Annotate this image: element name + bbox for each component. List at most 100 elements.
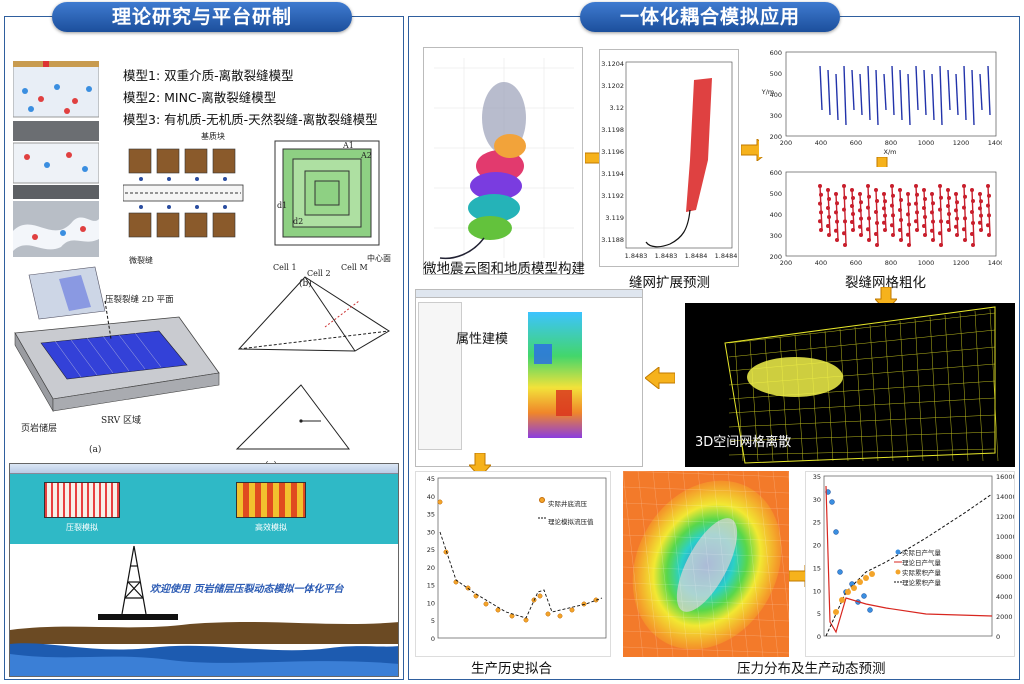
forecast-y-tick: 15 xyxy=(813,564,821,572)
fracture-line xyxy=(907,73,911,126)
fracture-line xyxy=(891,65,895,116)
grid-node xyxy=(818,219,822,224)
fracture-line xyxy=(851,69,855,111)
grid-node xyxy=(914,184,918,188)
history-point xyxy=(581,601,587,607)
fracture-line xyxy=(827,69,831,116)
simulation-tab-label[interactable]: 高效模拟 xyxy=(255,523,287,532)
grid-node xyxy=(987,213,991,218)
mesh-3d-svg xyxy=(724,306,999,464)
network-y-tick: 3.1192 xyxy=(601,192,624,200)
grid-node xyxy=(818,184,822,188)
grid-node xyxy=(883,213,887,218)
grid-node xyxy=(955,233,959,237)
mesh-line xyxy=(854,326,864,462)
coarsen-y-tick: 600 xyxy=(770,169,782,177)
coarsen-y-tick: 400 xyxy=(770,91,782,99)
element-geometry xyxy=(235,276,390,450)
pressure-grid-line xyxy=(667,471,689,657)
grid-node xyxy=(882,206,886,211)
grid-node xyxy=(826,188,830,192)
history-model-line xyxy=(439,531,603,619)
grid-node xyxy=(843,219,847,224)
a1-label: A1 xyxy=(343,141,354,150)
fracturing-tab-label[interactable]: 压裂模拟 xyxy=(66,523,98,532)
grid-node xyxy=(978,192,982,196)
pressure-caption: 压力分布及生产动态预测 xyxy=(737,661,886,677)
legend-marker xyxy=(895,569,901,575)
property-caption: 属性建模 xyxy=(456,332,509,347)
grid-node xyxy=(971,243,975,247)
coarsen-caption: 裂缝网格粗化 xyxy=(845,275,926,291)
grid-node xyxy=(963,216,967,221)
grid-node xyxy=(938,231,942,236)
grid-node xyxy=(955,200,959,205)
grid-node xyxy=(899,198,903,202)
grid-node xyxy=(962,227,966,232)
history-chart: 45 40 35 30 25 20 15 10 5 0 xyxy=(427,475,607,643)
grid-node xyxy=(867,216,871,221)
coarsen-x-tick: 200 xyxy=(780,259,792,267)
network-y-tick: 3.1194 xyxy=(601,170,624,178)
grid-node xyxy=(946,220,950,224)
forecast-y-tick: 25 xyxy=(813,519,821,527)
grid-node xyxy=(827,233,831,237)
history-y-tick: 40 xyxy=(427,493,435,501)
fracture-line xyxy=(939,185,943,246)
grid-node xyxy=(834,228,838,233)
coarsen-y-tick: 300 xyxy=(770,112,782,120)
fracture-line xyxy=(963,65,967,121)
grid-node xyxy=(907,222,911,227)
grid-node xyxy=(899,238,903,242)
grid-node xyxy=(826,206,830,210)
mesh-line xyxy=(728,329,996,358)
pressure-grid-line xyxy=(623,646,789,654)
grid-node xyxy=(962,184,966,188)
property-side-list[interactable] xyxy=(418,302,462,450)
fracture-line xyxy=(979,73,983,111)
mesh-line xyxy=(809,332,819,462)
grid-node xyxy=(827,215,831,219)
fracture-line xyxy=(955,73,959,116)
history-legend-1: 实际井底流压 xyxy=(548,500,587,508)
pressure-grid-line xyxy=(623,566,789,574)
grid-node xyxy=(987,193,991,198)
pressure-grid-line xyxy=(623,630,789,638)
history-point xyxy=(569,607,575,613)
grid-node xyxy=(858,208,862,213)
grid-node xyxy=(955,216,959,221)
history-point xyxy=(545,611,551,617)
forecast-gas-line xyxy=(825,485,993,634)
grid-node xyxy=(874,188,878,192)
rig-landscape xyxy=(10,544,398,676)
mesh-line xyxy=(728,312,996,344)
forecast-cum-point xyxy=(857,579,863,585)
a2-label: A2 xyxy=(361,151,372,160)
history-point xyxy=(483,601,489,607)
grid-node xyxy=(947,228,951,232)
simulation-tab-image[interactable] xyxy=(236,482,306,518)
fracturing-tab-image[interactable] xyxy=(44,482,120,518)
coarsen-x-tick: 400 xyxy=(815,139,827,147)
network-x-tick: 1.8483 xyxy=(655,252,678,260)
grid-node xyxy=(923,215,927,219)
forecast-legend-4: 理论累积产量 xyxy=(902,579,941,587)
network-x-tick: 1.8483 xyxy=(625,252,648,260)
grid-node xyxy=(922,188,926,192)
mesh-line xyxy=(974,310,984,462)
forecast-y2-tick: 2000 xyxy=(996,613,1013,621)
forecast-cum-point xyxy=(869,571,875,577)
flow-arrow-left-1 xyxy=(645,367,675,389)
grid-node xyxy=(930,192,934,196)
forecast-plot: 35 30 25 20 15 10 5 0 16000 14000 12000 10000 8000 60… xyxy=(805,471,1017,657)
grid-node xyxy=(899,218,903,222)
grid-node xyxy=(874,232,878,236)
dual-media-diagram xyxy=(123,148,244,238)
forecast-cum-point xyxy=(863,575,869,581)
coarsen-x-tick: 1000 xyxy=(918,259,935,267)
pressure-map xyxy=(623,471,789,657)
network-x-tick: 1.8484 xyxy=(685,252,708,260)
history-y-tick: 20 xyxy=(427,564,435,572)
grid-node xyxy=(835,238,839,242)
